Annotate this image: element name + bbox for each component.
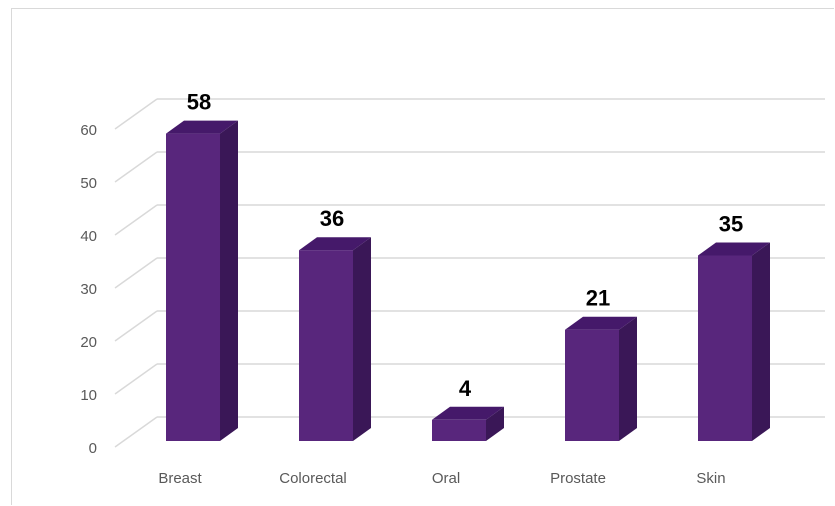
bar-side xyxy=(619,316,637,441)
bar-front xyxy=(565,329,619,441)
bar-colorectal xyxy=(299,237,371,441)
x-category-label: Oral xyxy=(432,470,460,487)
bar-breast xyxy=(166,120,238,441)
y-axis-ticks: 0 10 20 30 40 50 60 xyxy=(80,122,97,457)
y-tick-label: 30 xyxy=(80,281,97,298)
y-tick-label: 10 xyxy=(80,387,97,404)
bar-side xyxy=(220,120,238,441)
data-label: 21 xyxy=(586,286,610,311)
y-tick-label: 50 xyxy=(80,175,97,192)
bars xyxy=(166,120,770,441)
bar-front xyxy=(299,250,353,441)
x-axis-categories: Breast Colorectal Oral Prostate Skin xyxy=(158,470,725,487)
bar-front xyxy=(698,255,752,441)
x-category-label: Colorectal xyxy=(279,470,347,487)
chart-frame xyxy=(11,8,834,505)
bar-top xyxy=(432,406,504,420)
gridline-diagonal xyxy=(114,204,158,236)
bar-top xyxy=(565,316,637,330)
x-category-label: Prostate xyxy=(550,470,606,487)
data-label: 4 xyxy=(459,376,472,401)
data-label: 58 xyxy=(187,90,211,115)
y-tick-label: 0 xyxy=(89,440,97,457)
gridline-diagonal xyxy=(114,98,158,130)
bar-skin xyxy=(698,242,770,441)
bar-top xyxy=(166,120,238,134)
bar-side xyxy=(752,242,770,441)
bar-prostate xyxy=(565,316,637,441)
gridline-diagonal xyxy=(114,310,158,342)
x-category-label: Breast xyxy=(158,470,202,487)
data-label: 35 xyxy=(719,212,743,237)
x-category-label: Skin xyxy=(696,470,725,487)
gridline-diagonal xyxy=(114,257,158,289)
data-label: 36 xyxy=(320,206,344,231)
bar-side xyxy=(486,406,504,441)
data-labels: 58 36 4 21 35 xyxy=(187,90,743,401)
bar-top xyxy=(299,237,371,251)
y-tick-label: 40 xyxy=(80,228,97,245)
gridline-diagonal xyxy=(114,151,158,183)
gridline-diagonal xyxy=(114,363,158,395)
bar-top xyxy=(698,242,770,256)
y-tick-label: 60 xyxy=(80,122,97,139)
y-tick-label: 20 xyxy=(80,334,97,351)
bar-oral xyxy=(432,406,504,441)
bar-front xyxy=(432,419,486,441)
gridline-diagonal xyxy=(114,416,158,448)
bar-front xyxy=(166,133,220,441)
bar-side xyxy=(353,237,371,441)
